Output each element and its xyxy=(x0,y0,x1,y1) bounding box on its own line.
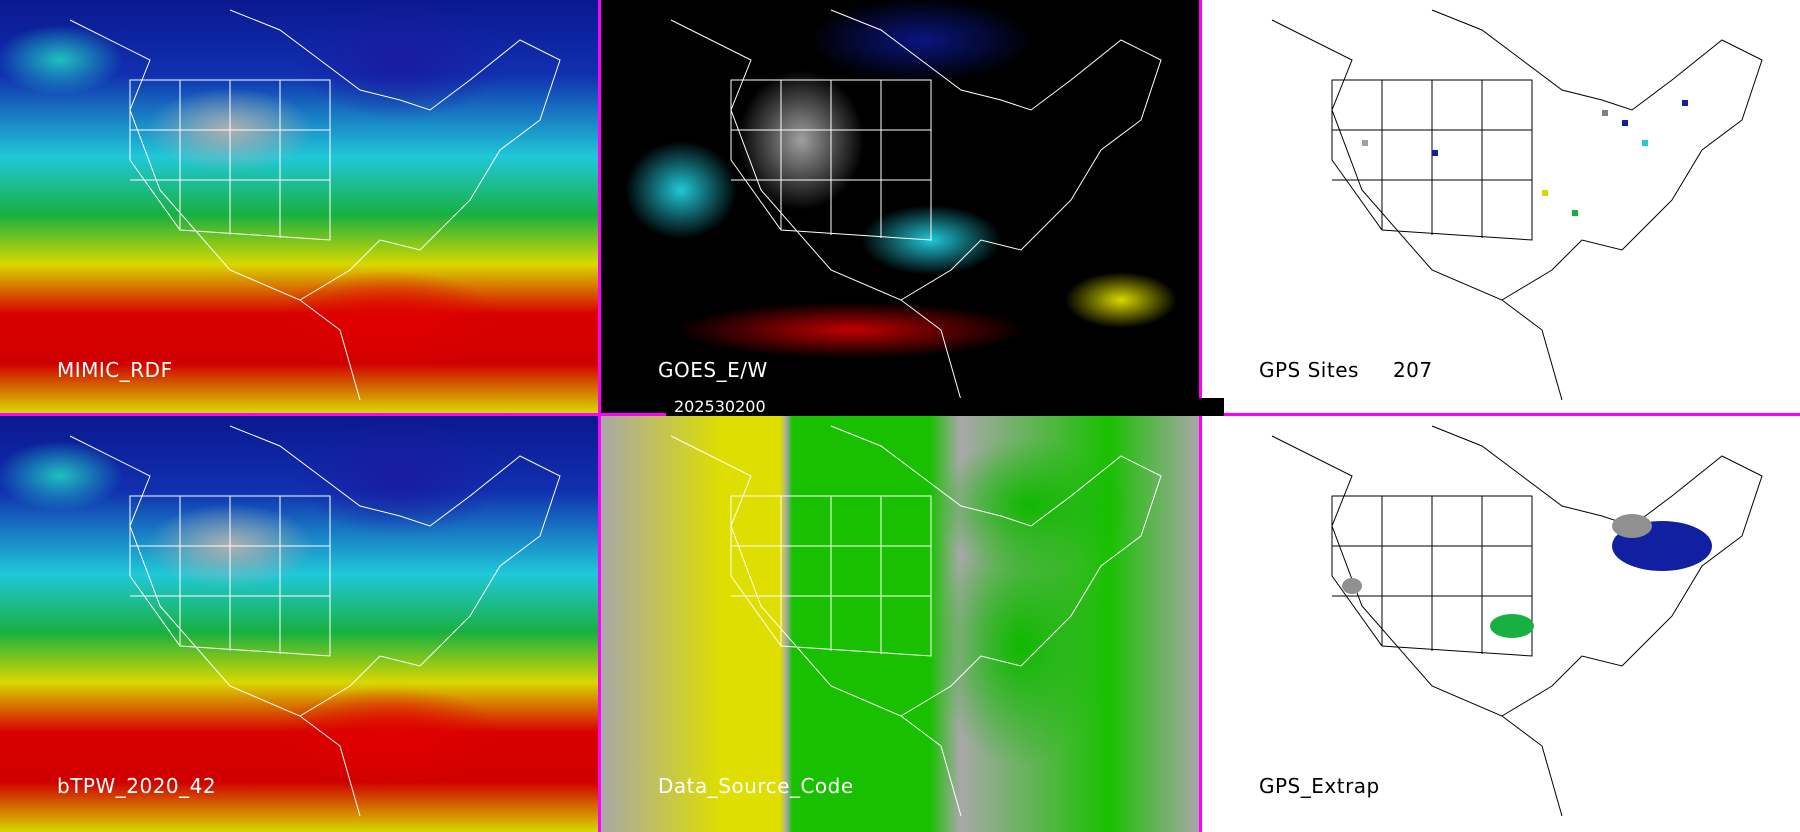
map-outline xyxy=(1271,425,1763,817)
panel-label: bTPW_2020_42 xyxy=(57,774,217,798)
data-source-code-panel: Data_Source_Code xyxy=(601,416,1199,832)
map-outline xyxy=(1271,9,1763,401)
panel-label: MIMIC_RDF xyxy=(57,358,173,382)
gps-sites-count: 207 xyxy=(1392,358,1433,382)
map-outline xyxy=(69,9,561,401)
panel-label: GOES_E/W xyxy=(658,358,768,382)
map-outline xyxy=(69,425,561,817)
gps-extrap-panel: GPS_Extrap xyxy=(1202,416,1800,832)
mimic-rdf-panel: MIMIC_RDF xyxy=(0,0,598,413)
btpw-panel: bTPW_2020_42 xyxy=(0,416,598,832)
goes-ew-panel: GOES_E/W xyxy=(601,0,1199,413)
gps-sites-label: GPS Sites xyxy=(1259,358,1359,382)
panel-label: Data_Source_Code xyxy=(658,774,854,798)
panel-label: GPS Sites 207 xyxy=(1259,358,1433,382)
gps-sites-panel: GPS Sites 207 xyxy=(1202,0,1800,413)
timestamp-bar: 202530200 xyxy=(666,398,1224,416)
panel-label: GPS_Extrap xyxy=(1259,774,1380,798)
map-outline xyxy=(670,425,1162,817)
map-outline xyxy=(670,9,1162,401)
